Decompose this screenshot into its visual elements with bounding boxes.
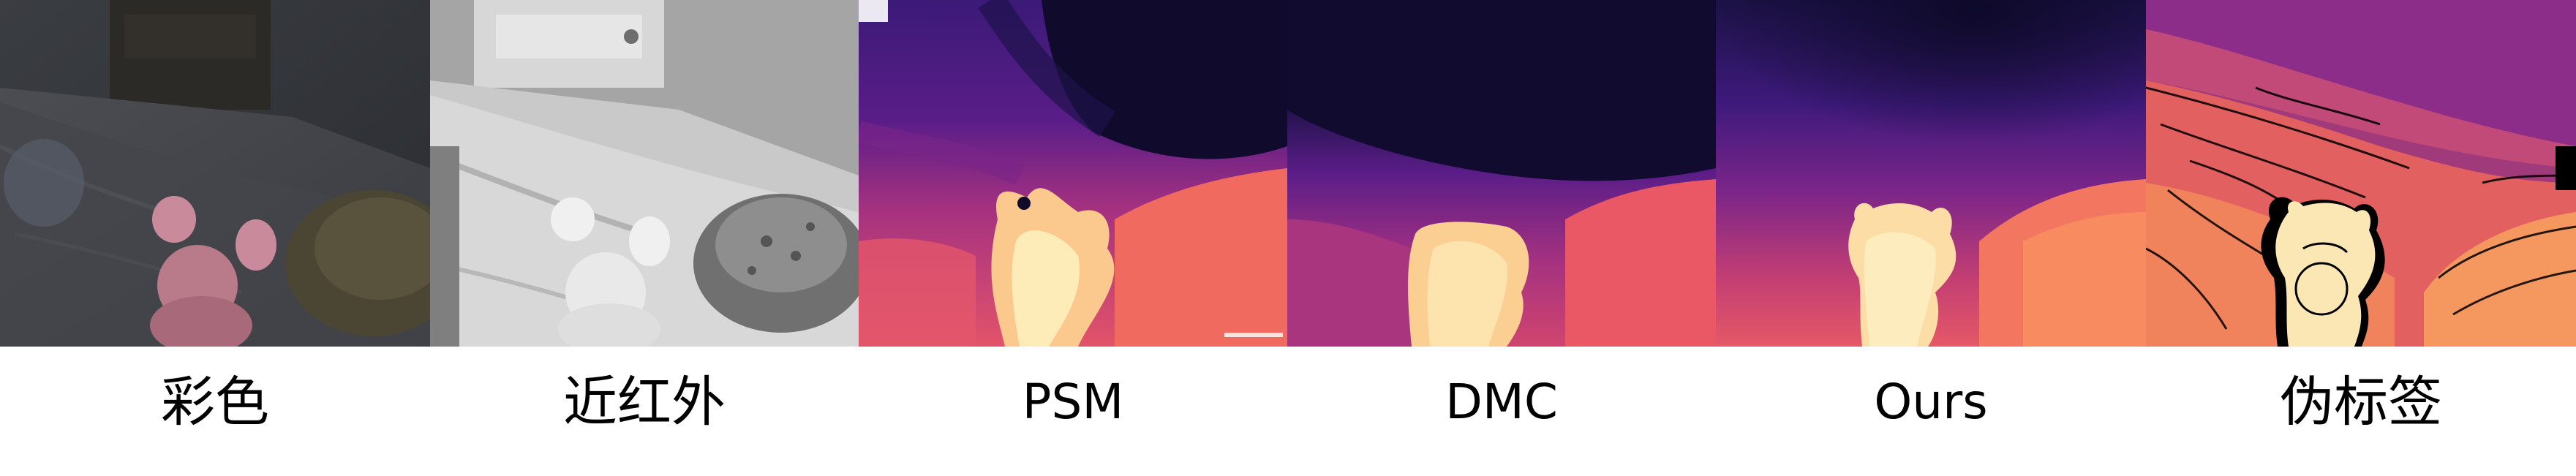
panel-pseudo-label — [2146, 0, 2576, 347]
caption-nir: 近红外 — [563, 371, 726, 434]
panel-dmc-depth — [1287, 0, 1716, 347]
caption-color: 彩色 — [161, 371, 269, 434]
caption-ours: Ours — [1874, 374, 1988, 430]
panel-color-image — [0, 0, 430, 347]
panel-nir-image — [430, 0, 859, 347]
panel-psm-depth — [859, 0, 1287, 347]
caption-psm: PSM — [1022, 374, 1124, 430]
caption-dmc: DMC — [1445, 374, 1558, 430]
caption-pseudo-label: 伪标签 — [2280, 371, 2442, 434]
panel-ours-depth — [1716, 0, 2146, 347]
